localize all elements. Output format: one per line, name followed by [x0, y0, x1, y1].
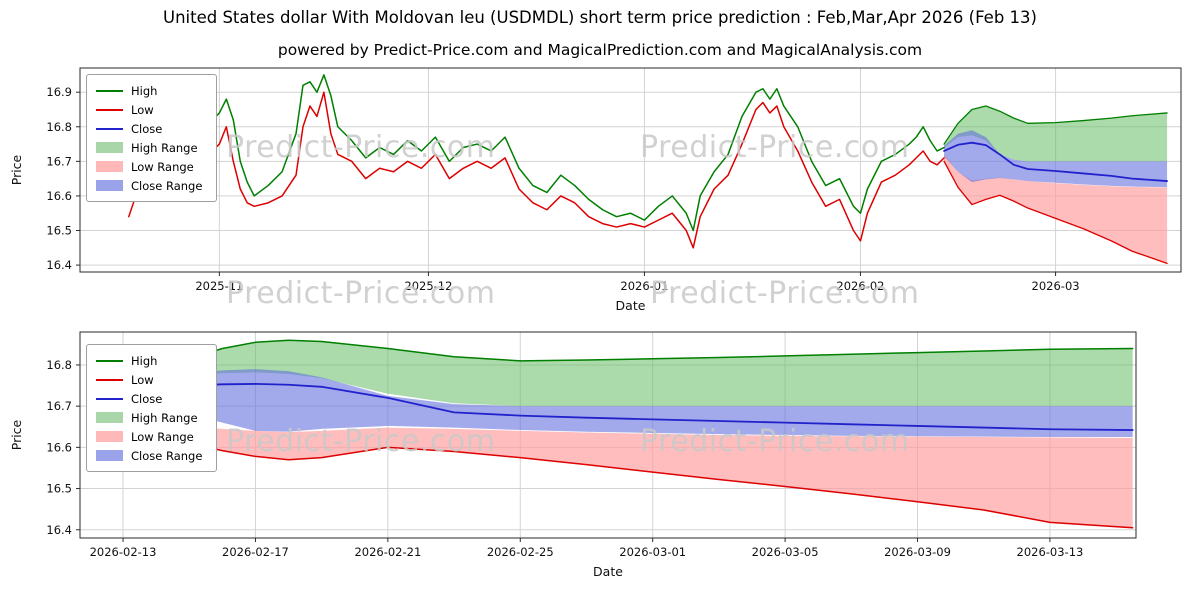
xtick-label: 2026-02-25 [487, 545, 554, 559]
ytick-label: 16.7 [46, 399, 72, 413]
ytick-label: 16.5 [46, 482, 72, 496]
legend-swatch [96, 397, 123, 400]
ytick-label: 16.6 [46, 189, 72, 203]
line-high-pred [943, 105, 1168, 145]
xtick-label: 2026-02-17 [222, 545, 289, 559]
legend-item-high: High [96, 81, 202, 100]
legend-item-high-range: High Range [96, 408, 202, 427]
band-low-range [123, 422, 1133, 528]
line-low [122, 426, 1134, 529]
legend-item-close-range: Close Range [96, 176, 202, 195]
line-high [122, 339, 1134, 383]
legend-item-close-range: Close Range [96, 446, 202, 465]
xtick-label: 2026-02 [836, 279, 884, 293]
legend-swatch [96, 378, 123, 381]
legend-label: High Range [131, 140, 198, 155]
ytick-label: 16.5 [46, 224, 72, 238]
legend-label: Close [131, 121, 163, 136]
xtick-label: 2026-03-05 [752, 545, 819, 559]
legend-label: Close [131, 391, 163, 406]
legend-swatch [96, 359, 123, 362]
legend-swatch [96, 180, 123, 191]
band-high-range [123, 340, 1133, 407]
legend-label: Close Range [131, 448, 203, 463]
ytick-label: 16.8 [46, 358, 72, 372]
ytick-label: 16.6 [46, 440, 72, 454]
page-subtitle: powered by Predict-Price.com and Magical… [277, 41, 923, 59]
legend-item-low-range: Low Range [96, 427, 202, 446]
legend-item-high: High [96, 351, 202, 370]
xtick-label: 2026-03-01 [619, 545, 686, 559]
x-axis-label: Date [593, 564, 623, 579]
xtick-label: 2025-12 [404, 279, 452, 293]
ytick-label: 16.9 [46, 85, 72, 99]
x-axis-label: Date [616, 298, 646, 313]
legend-swatch [96, 431, 123, 442]
ytick-label: 16.7 [46, 154, 72, 168]
band-high-range [944, 106, 1168, 162]
y-axis-label: Price [9, 154, 24, 185]
line-close [122, 383, 1134, 431]
ytick-label: 16.4 [46, 258, 72, 272]
legend-label: Low Range [131, 159, 194, 174]
legend-item-high-range: High Range [96, 138, 202, 157]
band-close-range [944, 130, 1168, 188]
legend-swatch [96, 161, 123, 172]
legend-item-low-range: Low Range [96, 157, 202, 176]
top-chart-legend: High Low Close High Range Low Range Close Ran… [86, 74, 218, 202]
legend-label: High [131, 83, 158, 98]
legend-label: High Range [131, 410, 198, 425]
legend-item-close: Close [96, 389, 202, 408]
line-close [943, 141, 1168, 182]
xtick-label: 2026-03-09 [884, 545, 951, 559]
y-axis-label: Price [9, 419, 24, 450]
bottom-chart-canvas: 16.4 16.5 16.6 16.7 16.8 2026-02-13 2026-02-17… [9, 331, 1137, 579]
ytick-label: 16.8 [46, 120, 72, 134]
xtick-label: 2026-02-21 [354, 545, 421, 559]
legend-swatch [96, 127, 123, 130]
plot-border [79, 331, 1137, 539]
legend-swatch [96, 142, 123, 153]
xtick-label: 2025-11 [195, 279, 243, 293]
page-title: United States dollar With Moldovan leu (… [163, 8, 1037, 27]
legend-swatch [96, 108, 123, 111]
xtick-label: 2026-03 [1032, 279, 1080, 293]
top-chart-canvas: 16.4 16.5 16.6 16.7 16.8 16.9 2025-11 2025-12 20… [9, 67, 1182, 313]
band-close-range [123, 369, 1133, 438]
legend-label: Close Range [131, 178, 203, 193]
line-low [128, 91, 945, 249]
legend-label: High [131, 353, 158, 368]
xtick-label: 2026-02-13 [90, 545, 157, 559]
legend-swatch [96, 412, 123, 423]
legend-item-low: Low [96, 370, 202, 389]
line-high [128, 74, 945, 232]
band-low-range [944, 154, 1168, 264]
ytick-label: 16.4 [46, 523, 72, 537]
legend-label: Low Range [131, 429, 194, 444]
legend-label: Low [131, 102, 154, 117]
xtick-label: 2026-01 [620, 279, 668, 293]
plot-border [79, 67, 1182, 273]
xtick-label: 2026-03-13 [1017, 545, 1084, 559]
line-low-pred [943, 160, 1168, 265]
legend-label: Low [131, 372, 154, 387]
top-chart: 16.4 16.5 16.6 16.7 16.8 16.9 2025-11 2025-12 20… [0, 62, 1200, 320]
bottom-chart-legend: High Low Close High Range Low Range Close Ran… [86, 344, 218, 472]
legend-item-close: Close [96, 119, 202, 138]
legend-swatch [96, 89, 123, 92]
legend-swatch [96, 450, 123, 461]
legend-item-low: Low [96, 100, 202, 119]
bottom-chart: 16.4 16.5 16.6 16.7 16.8 2026-02-13 2026-02-17… [0, 320, 1200, 600]
